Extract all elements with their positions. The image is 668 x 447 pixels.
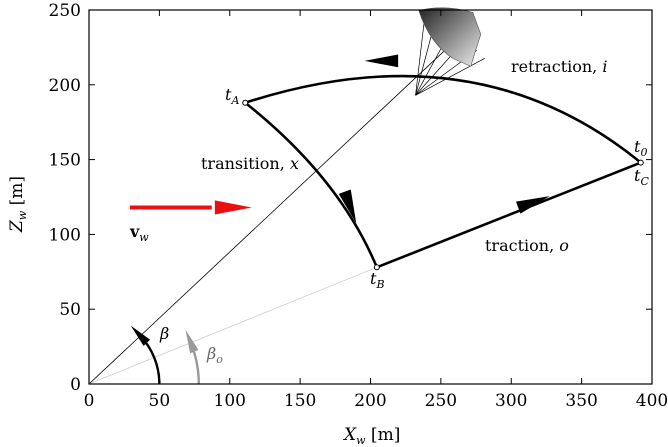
x-tick-label: 300 (495, 391, 527, 411)
beta-o-arc-arrowhead (185, 329, 199, 354)
x-tick-label: 0 (84, 391, 95, 411)
traction-label: traction, o (485, 236, 569, 255)
wind-velocity-label: vw (129, 222, 149, 244)
x-tick-label: 200 (354, 391, 386, 411)
beta-label: β (159, 324, 169, 343)
bridle-line (415, 58, 485, 96)
x-tick-label: 400 (636, 391, 668, 411)
tether-lines (88, 47, 449, 385)
x-tick-label: 50 (149, 391, 171, 411)
point-label-t0: t0 (634, 137, 647, 159)
traction-arrowhead (516, 196, 550, 214)
tether-line (88, 266, 377, 385)
retraction-path (244, 74, 642, 164)
transition-arrowhead (338, 189, 357, 224)
point-label-tC: tC (634, 166, 649, 188)
traction-path (376, 161, 642, 269)
retraction-label: retraction, i (511, 57, 607, 76)
kite-canopy (418, 7, 482, 67)
beta-o-label: βo (206, 344, 223, 366)
transition-label: transition, x (201, 154, 299, 173)
x-tick-label: 100 (214, 391, 246, 411)
wind-arrowhead (214, 200, 252, 215)
x-tick-label: 150 (284, 391, 316, 411)
retraction-arrowhead (364, 54, 399, 68)
point-marker-t_C (637, 159, 644, 166)
y-tick-label: 50 (59, 300, 81, 320)
y-tick-label: 0 (70, 375, 81, 395)
x-tick-label: 350 (565, 391, 597, 411)
tether-line (88, 47, 449, 385)
axis-ticks: 0 50 100 150 200 250 300 350 400 0 50 100 150 200 250 (49, 1, 668, 411)
x-axis-label: Xw [m] (342, 425, 400, 447)
phase-points (242, 99, 644, 271)
beta-arc-arrowhead (130, 325, 151, 346)
bridle-line (415, 16, 426, 96)
y-tick-label: 100 (49, 225, 81, 245)
y-tick-label: 200 (49, 76, 81, 96)
trajectory-paths (244, 74, 642, 269)
point-label-tA: tA (225, 85, 239, 107)
point-marker-t_A (242, 99, 249, 106)
y-tick-label: 250 (49, 1, 81, 21)
kite-icon (415, 7, 485, 96)
y-axis-label: Zw [m] (7, 176, 29, 233)
point-label-tB: tB (370, 269, 385, 291)
point-marker-t_B (373, 264, 380, 271)
x-tick-label: 250 (425, 391, 457, 411)
y-tick-label: 150 (49, 151, 81, 171)
transition-path (244, 101, 379, 268)
direction-arrows (129, 54, 550, 385)
